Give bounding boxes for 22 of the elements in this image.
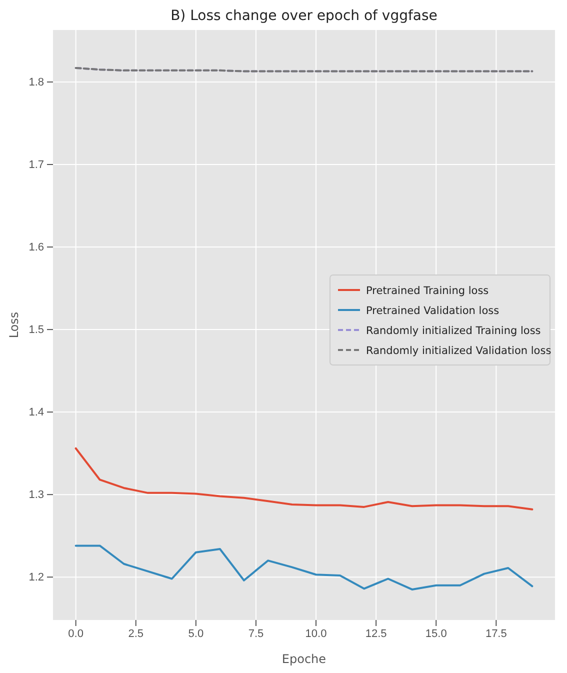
x-axis-title: Epoche xyxy=(282,652,326,666)
x-tick-label: 2.5 xyxy=(128,628,144,640)
x-tick-label: 10.0 xyxy=(305,628,327,640)
y-tick-label: 1.5 xyxy=(28,324,44,336)
legend-label: Randomly initialized Training loss xyxy=(366,325,541,337)
x-tick-label: 15.0 xyxy=(425,628,447,640)
y-tick-label: 1.3 xyxy=(28,489,44,502)
x-tick-label: 0.0 xyxy=(68,628,84,640)
legend-label: Pretrained Validation loss xyxy=(366,305,500,317)
y-axis-title: Loss xyxy=(7,312,21,338)
legend-label: Randomly initialized Validation loss xyxy=(366,345,552,357)
x-tick-label: 5.0 xyxy=(188,628,204,640)
y-tick-label: 1.8 xyxy=(28,76,44,89)
y-tick-label: 1.6 xyxy=(28,242,44,254)
chart-title: B) Loss change over epoch of vggfase xyxy=(170,8,438,24)
x-tick-label: 7.5 xyxy=(248,628,264,640)
legend-label: Pretrained Training loss xyxy=(366,285,489,297)
x-tick-label: 12.5 xyxy=(365,628,387,640)
x-tick-label: 17.5 xyxy=(485,628,507,640)
y-tick-label: 1.7 xyxy=(28,159,44,172)
y-tick-label: 1.2 xyxy=(28,572,44,584)
y-tick-label: 1.4 xyxy=(28,406,44,419)
